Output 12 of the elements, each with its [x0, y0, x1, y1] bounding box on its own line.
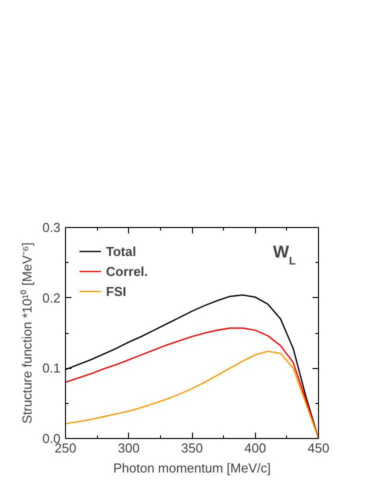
x-tick-label: 400: [244, 440, 266, 456]
x-axis-title: Photon momentum [MeV/c]: [113, 460, 271, 476]
legend-label: Correl.: [106, 264, 148, 278]
x-tick-label: 350: [181, 440, 203, 456]
x-tick-label: 450: [308, 440, 330, 456]
legend-label: Total: [106, 244, 136, 258]
legend-label: FSI: [106, 284, 126, 298]
x-tick-label: 300: [118, 440, 140, 456]
y-tick-label: 0.2: [42, 290, 61, 306]
y-axis-title: Structure function *10¹⁰ [MeV⁻⁶]: [19, 242, 34, 424]
y-tick-label: 0.1: [42, 360, 61, 376]
y-tick-label: 0.3: [42, 220, 61, 235]
